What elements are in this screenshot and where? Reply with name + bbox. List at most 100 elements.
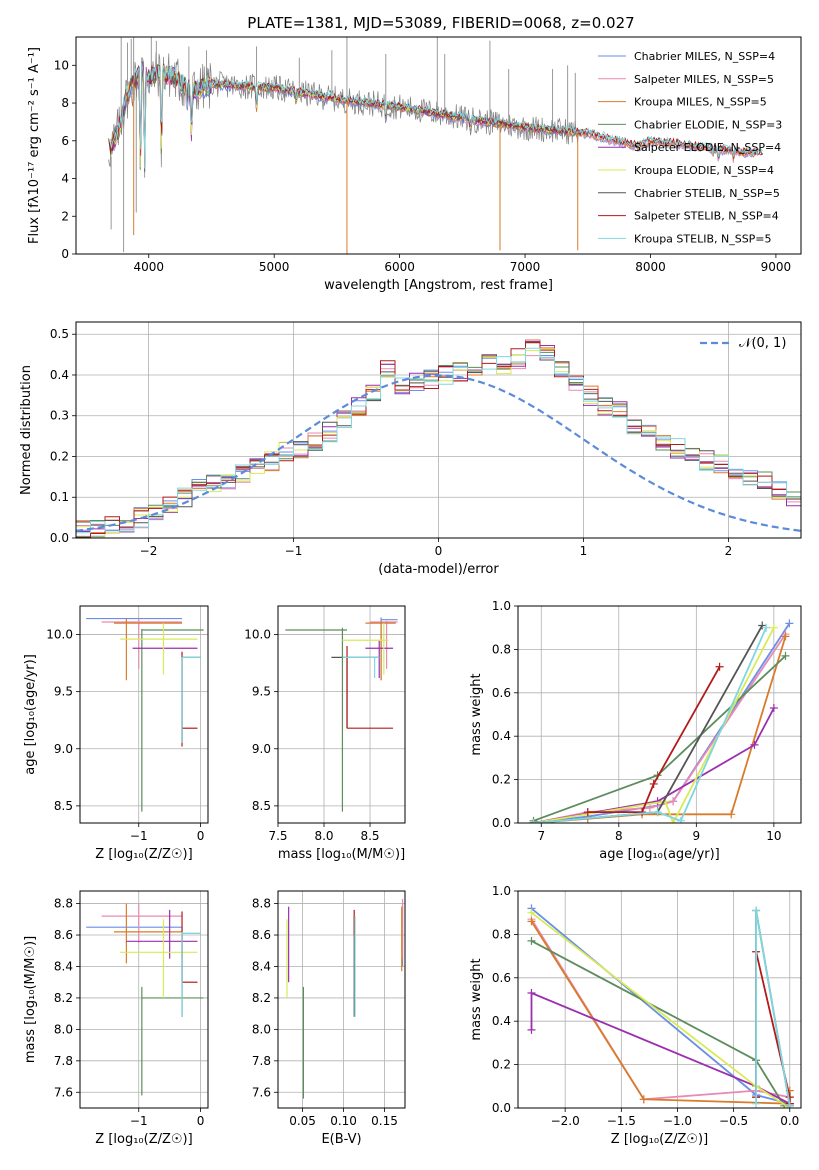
axes-frame: [75, 36, 802, 255]
y-tick-label: 8.4: [54, 959, 73, 973]
normal-distribution-curve: [76, 374, 801, 532]
x-tick-label: 7: [537, 829, 545, 843]
y-axis-label: age [log₁₀(age/yr)]: [23, 654, 38, 775]
y-tick-label: 0.2: [50, 449, 69, 463]
spectrum-legend: Chabrier MILES, N_SSP=4 Salpeter MILES, N…: [598, 50, 782, 245]
y-tick-label: 0.2: [492, 1058, 511, 1072]
weight-point-salpeter-stelib: [583, 808, 592, 817]
legend-label-chabrier-stelib: Chabrier STELIB, N_SSP=5: [634, 187, 780, 200]
y-tick-label: 8.8: [252, 897, 271, 911]
x-tick-label: −1: [130, 829, 148, 843]
x-tick-label: −0.5: [719, 1114, 748, 1128]
weight-point-kroupa-stelib: [752, 906, 761, 915]
errorbar-kroupa-stelib: [342, 656, 380, 678]
errorbar-salpeter-miles: [370, 620, 398, 669]
errorbar-salpeter-miles: [101, 618, 183, 669]
plot-area: [108, 37, 764, 254]
legend-label-salpeter-elodie: Salpeter ELODIE, N_SSP=4: [634, 141, 781, 154]
weight-line-kroupa-stelib: [533, 627, 767, 823]
y-tick-label: 0.2: [492, 773, 511, 787]
y-axis-label: mass [log₁₀(M/M☉)]: [23, 936, 38, 1063]
y-tick-label: 0.6: [492, 686, 511, 700]
weight-line-chabrier-miles: [530, 907, 791, 1105]
weight-point-kroupa-stelib: [676, 816, 685, 823]
x-tick-label: −1.0: [663, 1114, 692, 1128]
x-tick-label: 0.10: [330, 1114, 357, 1128]
y-tick-label: 9.0: [252, 742, 271, 756]
weight-line-salpeter-stelib: [587, 666, 721, 813]
legend-label-kroupa-stelib: Kroupa STELIB, N_SSP=5: [634, 232, 772, 245]
y-tick-label: 8: [61, 96, 69, 110]
massweight-vs-age-panel: 7 8 9 10 0.0 0.2 0.4 0.6 0.8 1.0 age [log₁₀(age/yr…: [469, 599, 802, 862]
spectrum-panel: 4000 5000 6000 7000 8000 9000 0 2 4 6 8 10 wavelengt…: [27, 36, 802, 293]
errorbar-salpeter-miles: [101, 903, 183, 943]
weight-point-kroupa-stelib: [529, 819, 538, 823]
x-tick-label: 4000: [133, 260, 164, 274]
errorbar-kroupa-stelib: [181, 931, 201, 1017]
histogram-salpeter-stelib: [76, 342, 801, 538]
x-tick-label: 0.15: [371, 1114, 398, 1128]
y-tick-label: 6: [61, 134, 69, 148]
y-tick-label: 9.0: [54, 742, 73, 756]
y-tick-label: 7.8: [54, 1054, 73, 1068]
y-tick-label: 8.8: [54, 897, 73, 911]
weight-point-salpeter-stelib: [638, 808, 647, 817]
weight-point-salpeter-miles: [669, 797, 678, 806]
y-tick-label: 8.0: [252, 1022, 271, 1036]
weight-line-salpeter-elodie: [530, 991, 791, 1105]
y-tick-label: 8.6: [54, 928, 73, 942]
x-tick-label: 5000: [259, 260, 290, 274]
errorbar-chabrier-stelib: [181, 931, 201, 1017]
y-tick-label: 10.0: [46, 628, 73, 642]
weight-point-salpeter-stelib: [649, 779, 658, 788]
y-axis-label: mass weight: [469, 958, 484, 1040]
x-tick-label: 0: [197, 829, 205, 843]
plot-area: [80, 891, 208, 1108]
weight-line-kroupa-stelib: [755, 910, 791, 1106]
errorbar-kroupa-elodie: [120, 623, 198, 675]
y-tick-label: 8.5: [252, 799, 271, 813]
errorbar-kroupa-miles: [365, 620, 396, 681]
errorbar-salpeter-stelib: [346, 645, 394, 729]
errorbar-chabrier-elodie: [141, 628, 204, 812]
y-tick-label: 8.2: [54, 991, 73, 1005]
weight-point-salpeter-elodie: [527, 988, 536, 997]
weight-point-kroupa-miles: [781, 632, 790, 641]
y-tick-label: 4: [61, 172, 69, 186]
figure-title: PLATE=1381, MJD=53089, FIBERID=0068, z=0…: [247, 14, 634, 32]
weight-point-kroupa-miles: [639, 1095, 648, 1104]
y-tick-label: 0.0: [50, 531, 69, 545]
age-vs-mass-panel: 7.5 8.0 8.5 8.5 9.0 9.5 10.0 mass [log₁₀(M/M☉)]: [244, 605, 406, 862]
y-tick-label: 8.0: [54, 1022, 73, 1036]
y-tick-label: 0.3: [50, 409, 69, 423]
errorbar-salpeter-elodie: [126, 909, 198, 959]
residuals-histogram-panel: −2 −1 0 1 2 0.0 0.1 0.2 0.3 0.4 0.5 (data-model)/er…: [19, 321, 802, 577]
weight-line-kroupa-miles: [533, 636, 787, 823]
y-tick-label: 10.0: [244, 628, 271, 642]
y-tick-label: 0.5: [50, 327, 69, 341]
errorbar-kroupa-elodie: [342, 623, 389, 675]
legend-label-chabrier-miles: Chabrier MILES, N_SSP=4: [634, 50, 775, 63]
x-tick-label: 7000: [510, 260, 541, 274]
weight-point-salpeter-miles: [645, 803, 654, 812]
errorbar-salpeter-elodie: [365, 640, 394, 678]
x-tick-label: −1: [130, 1114, 148, 1128]
weight-point-kroupa-elodie: [669, 819, 678, 823]
errorbar-kroupa-elodie: [120, 919, 198, 998]
weight-point-kroupa-elodie: [527, 908, 536, 917]
age-vs-metallicity-panel: −1 0 8.5 9.0 9.5 10.0 Z [log₁₀(Z/Z☉)] age [log₁…: [23, 605, 209, 862]
y-tick-label: 9.5: [252, 685, 271, 699]
errorbar-kroupa-miles: [114, 903, 183, 964]
x-axis-label: E(B-V): [321, 1132, 361, 1147]
y-tick-label: 8.4: [252, 959, 271, 973]
x-tick-label: 8.0: [314, 829, 333, 843]
y-tick-label: 0.8: [492, 927, 511, 941]
errorbar-chabrier-stelib: [181, 656, 201, 744]
x-tick-label: 0.05: [289, 1114, 316, 1128]
errorbar-chabrier-elodie: [141, 986, 204, 1096]
weight-point-kroupa-miles: [527, 917, 536, 926]
axes-frame: [75, 321, 802, 539]
x-axis-label: age [log₁₀(age/yr)]: [599, 847, 720, 862]
y-tick-label: 0.6: [492, 971, 511, 985]
